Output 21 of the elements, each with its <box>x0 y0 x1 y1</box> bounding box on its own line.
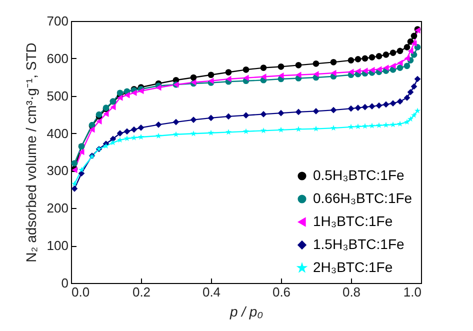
x-tick-label: 0.8 <box>342 284 361 300</box>
legend-label: 0.66H₃BTC:1Fe <box>313 190 412 206</box>
y-tick-label: 500 <box>46 88 68 104</box>
x-tick-label: 0.6 <box>272 284 291 300</box>
y-tick-label: 200 <box>46 200 68 216</box>
x-tick-label: 0.4 <box>202 284 221 300</box>
y-tick-label: 600 <box>46 50 68 66</box>
y-tick-label: 0 <box>61 276 68 290</box>
legend-label: 2H₃BTC:1Fe <box>313 259 393 275</box>
x-axis-title: p / p₀ <box>228 304 264 320</box>
legend-label: 1H₃BTC:1Fe <box>313 213 393 229</box>
legend-label: 0.5H₃BTC:1Fe <box>313 167 404 183</box>
y-tick-label: 300 <box>46 163 68 178</box>
y-tick-label: 400 <box>46 126 68 141</box>
x-tick-label: 0.2 <box>132 284 151 300</box>
y-tick-label: 100 <box>46 238 68 254</box>
legend-label: 1.5H₃BTC:1Fe <box>313 236 404 252</box>
y-axis-title: N₂ adsorbed volume / cm³·g⁻¹, STD <box>22 42 39 262</box>
x-tick-label: 1.0 <box>403 284 422 300</box>
x-tick-label: 0.0 <box>72 284 90 300</box>
y-tick-label: 700 <box>46 14 68 28</box>
